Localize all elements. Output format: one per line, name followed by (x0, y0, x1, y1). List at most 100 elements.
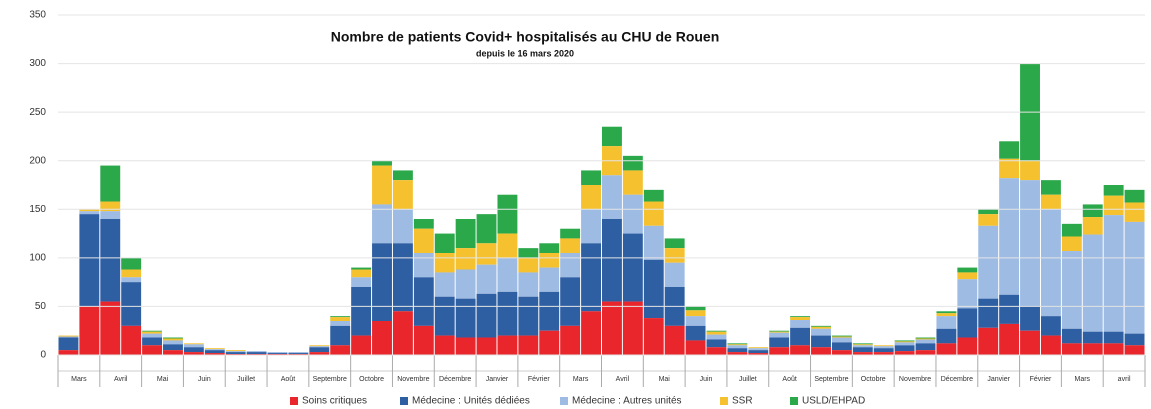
bar-segment (706, 330, 727, 332)
bar-segment (643, 201, 664, 226)
bar-segment (1124, 202, 1145, 222)
bar-segment (58, 336, 79, 338)
bar-segment (309, 347, 330, 353)
bar-segment (163, 338, 183, 341)
bar-segment (957, 337, 978, 355)
bar-segment (351, 335, 372, 355)
x-tick-label: Janvier (486, 376, 509, 383)
x-tick-label: Novembre (899, 376, 931, 383)
bar-segment (664, 238, 685, 249)
legend-label: Médecine : Unités dédiées (412, 396, 530, 407)
bar-segment (978, 214, 999, 226)
bar-segment (811, 325, 831, 327)
x-tick-label: Avril (616, 376, 630, 383)
bar-segment (434, 233, 455, 253)
bar-segment (581, 170, 601, 185)
bar-segment (664, 262, 685, 287)
bar-segment (392, 180, 413, 210)
bar-segment (1103, 215, 1124, 332)
bar-segment (225, 351, 246, 353)
bar-segment (163, 340, 183, 345)
bar-segment (1124, 333, 1145, 346)
bar-segment (246, 351, 267, 353)
bar-segment (288, 352, 309, 354)
bar-segment (936, 316, 957, 329)
bar-segment (602, 126, 622, 147)
bar-segment (581, 209, 601, 244)
bar-segment (978, 225, 999, 299)
bar-segment (852, 347, 873, 353)
y-tick-label: 250 (29, 107, 46, 118)
bar-segment (915, 350, 936, 355)
bar-segment (748, 348, 769, 351)
bar-segment (455, 298, 476, 338)
bar-segment (769, 337, 790, 348)
bar-segment (978, 209, 999, 215)
bar-segment (957, 308, 978, 338)
bar-segment (706, 334, 727, 340)
legend-swatch (720, 397, 728, 405)
bar-segment (1040, 335, 1061, 355)
bar-segment (413, 253, 434, 278)
bar-segment (560, 325, 581, 355)
bar-segment (831, 342, 852, 351)
x-tick-label: Août (782, 376, 796, 383)
bar-segment (1103, 331, 1124, 344)
bar-segment (978, 298, 999, 328)
bar-segment (330, 321, 351, 326)
bar-segment (142, 330, 163, 332)
bar-segment (476, 214, 497, 244)
bar-segment (497, 194, 518, 234)
bar-segment (413, 325, 434, 355)
bar-segment (769, 332, 790, 338)
bar-segment (873, 348, 894, 353)
bar-segment (267, 353, 288, 355)
bar-segment (1082, 331, 1103, 344)
bar-segment (121, 277, 142, 283)
bar-segment (915, 337, 936, 339)
bar-segment (121, 282, 142, 326)
bar-segment (392, 311, 413, 355)
legend-label: USLD/EHPAD (802, 396, 865, 407)
bar-segment (1082, 217, 1103, 235)
bar-segment (560, 277, 581, 326)
x-tick-label: Mars (1075, 376, 1091, 383)
bar-segment (100, 201, 121, 212)
x-tick-label: Octobre (359, 376, 384, 383)
bar-segment (476, 264, 497, 294)
bar-segment (539, 267, 560, 292)
bar-segment (831, 350, 852, 355)
bar-segment (539, 330, 560, 355)
bar-segment (1061, 236, 1082, 252)
bar-segment (1103, 185, 1124, 196)
bar-segment (267, 352, 288, 354)
bar-segment (790, 320, 811, 328)
bar-segment (372, 321, 392, 355)
bar-segment (351, 287, 372, 336)
bar-segment (1040, 194, 1061, 210)
bar-segment (727, 352, 748, 355)
bar-segment (79, 211, 100, 215)
bar-segment (643, 318, 664, 355)
x-tick-label: Juin (198, 376, 211, 383)
bar-segment (1082, 343, 1103, 355)
bar-segment (1124, 345, 1145, 355)
bar-segment (957, 267, 978, 273)
x-tick-label: Décembre (941, 376, 973, 383)
bar-segment (1061, 343, 1082, 355)
bar-segment (413, 219, 434, 229)
y-tick-label: 150 (29, 204, 46, 215)
bar-segment (1020, 306, 1040, 331)
bar-segment (1040, 316, 1061, 336)
bar-segment (142, 337, 163, 346)
bar-segment (455, 248, 476, 270)
bar-segment (831, 335, 852, 337)
bar-segment (1103, 343, 1124, 355)
legend-label: Soins critiques (302, 396, 367, 407)
bar-segment (163, 344, 183, 351)
bar-segment (351, 269, 372, 278)
bar-segment (811, 335, 831, 348)
bar-segment (1082, 204, 1103, 218)
bar-segment (79, 214, 100, 307)
